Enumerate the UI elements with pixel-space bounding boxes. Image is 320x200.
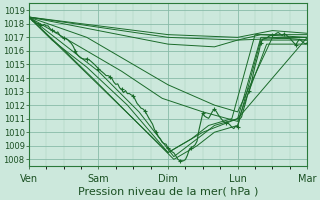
X-axis label: Pression niveau de la mer( hPa ): Pression niveau de la mer( hPa ): [78, 187, 258, 197]
